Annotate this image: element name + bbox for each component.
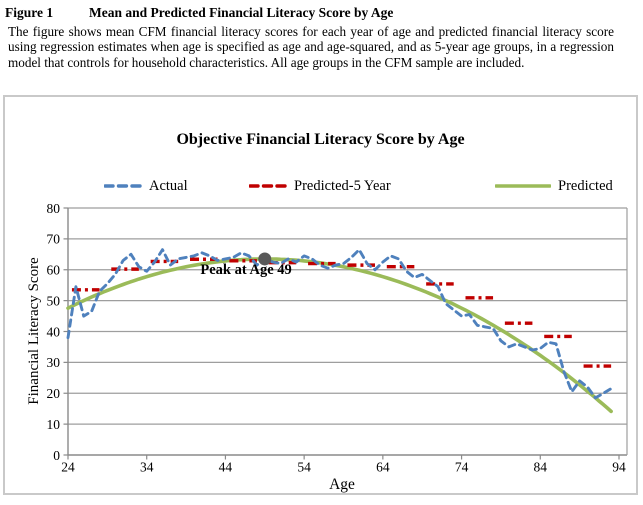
svg-text:34: 34	[140, 460, 154, 475]
svg-text:10: 10	[47, 417, 61, 432]
legend-label-actual: Actual	[149, 177, 188, 194]
legend-label-predicted-5yr: Predicted-5 Year	[294, 177, 391, 194]
svg-text:80: 80	[47, 201, 61, 216]
svg-text:64: 64	[376, 460, 390, 475]
legend-line-predicted-icon	[495, 184, 551, 188]
figure-title: Mean and Predicted Financial Literacy Sc…	[89, 5, 394, 20]
figure-caption-body: The figure shows mean CFM financial lite…	[8, 24, 614, 70]
figure-number: Figure 1	[5, 5, 54, 20]
peak-annotation: Peak at Age 49	[200, 262, 291, 278]
svg-text:84: 84	[534, 460, 548, 475]
svg-text:20: 20	[47, 386, 61, 401]
figure-caption-heading: Figure 1 Mean and Predicted Financial Li…	[5, 4, 620, 21]
x-axis-title: Age	[329, 476, 355, 493]
svg-text:60: 60	[47, 263, 61, 278]
chart-title: Objective Financial Literacy Score by Ag…	[176, 131, 465, 148]
plot-svg: 0 10 20 30 40 50 60 70 80 24 34 44 54 64 74 84 94 Peak at…	[47, 201, 628, 475]
legend-label-predicted: Predicted	[558, 177, 613, 194]
svg-text:0: 0	[53, 448, 60, 463]
svg-text:24: 24	[61, 460, 75, 475]
svg-text:50: 50	[47, 293, 61, 308]
svg-text:40: 40	[47, 324, 61, 339]
svg-text:74: 74	[455, 460, 469, 475]
figure-caption: Figure 1 Mean and Predicted Financial Li…	[5, 4, 620, 70]
legend-item-predicted: Predicted	[495, 177, 613, 195]
svg-text:44: 44	[219, 460, 233, 475]
legend-item-predicted-5yr: Predicted-5 Year	[249, 177, 391, 195]
legend-line-actual-icon	[104, 184, 142, 188]
chart-area: Objective Financial Literacy Score by Ag…	[3, 95, 638, 495]
svg-text:30: 30	[47, 355, 61, 370]
y-axis-title: Financial Literacy Score	[26, 257, 42, 405]
svg-text:70: 70	[47, 232, 61, 247]
svg-text:54: 54	[297, 460, 311, 475]
legend-item-actual: Actual	[104, 177, 188, 195]
svg-text:94: 94	[612, 460, 626, 475]
legend-line-predicted-5yr-icon	[249, 184, 287, 188]
